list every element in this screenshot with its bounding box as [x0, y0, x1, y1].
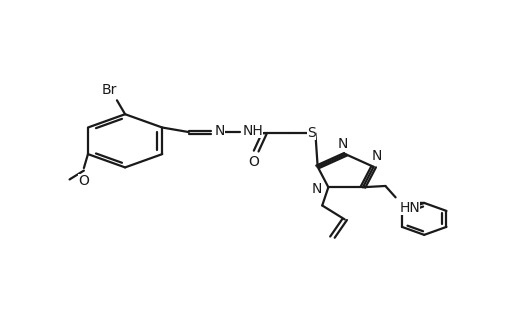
- Text: S: S: [307, 126, 316, 139]
- Text: N: N: [312, 182, 322, 195]
- Text: O: O: [249, 155, 260, 169]
- Text: N: N: [214, 124, 225, 138]
- Text: Br: Br: [102, 83, 118, 97]
- Text: N: N: [337, 137, 348, 151]
- Text: N: N: [372, 149, 382, 163]
- Text: HN: HN: [399, 201, 420, 215]
- Text: O: O: [79, 174, 89, 188]
- Text: NH: NH: [243, 124, 264, 138]
